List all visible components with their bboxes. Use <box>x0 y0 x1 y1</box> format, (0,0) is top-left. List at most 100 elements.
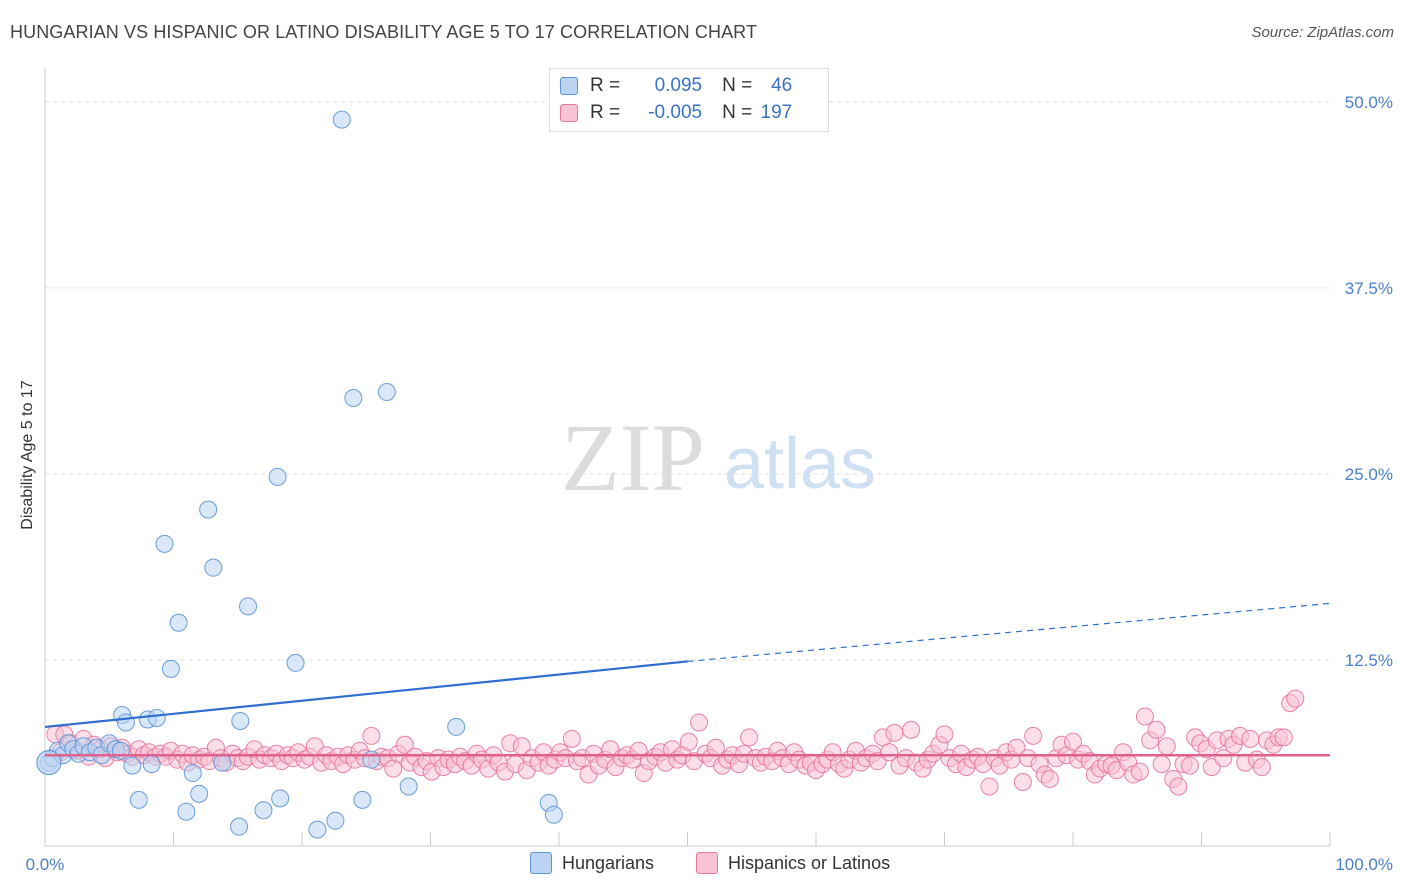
series-hispanics-points <box>46 689 1305 796</box>
hungarians-point <box>129 790 148 809</box>
y-tick-label: 37.5% <box>1345 279 1393 298</box>
hungarians-cluster-point <box>36 750 62 776</box>
hungarians-point <box>230 817 249 836</box>
hungarians-point <box>155 534 174 553</box>
legend-swatch-hispanics <box>696 852 718 874</box>
legend-r-label: R = <box>590 75 621 96</box>
legend-row-hispanics: R = -0.005 N = 197 <box>560 100 792 126</box>
hungarians-point <box>177 802 196 821</box>
hungarians-point <box>353 790 372 809</box>
y-tick-label: 12.5% <box>1345 651 1393 670</box>
legend-n-label: N = <box>722 102 753 123</box>
hungarians-point <box>344 388 363 407</box>
hungarians-point <box>204 558 223 577</box>
hispanics-point <box>1157 737 1176 756</box>
hispanics-point <box>1024 726 1043 745</box>
y-tick-label: 50.0% <box>1345 93 1393 112</box>
hungarians-point <box>183 764 202 783</box>
hungarians-point <box>308 820 327 839</box>
hispanics-point <box>1147 720 1166 739</box>
hungarians-point <box>213 753 232 772</box>
hispanics-point <box>362 726 381 745</box>
legend-label-hungarians: Hungarians <box>562 852 655 873</box>
hungarians-point <box>544 805 563 824</box>
grid-lines <box>45 101 1330 661</box>
hispanics-point <box>1152 755 1171 774</box>
legend-r-value: 0.095 <box>654 75 703 96</box>
hungarians-point <box>116 713 135 732</box>
legend-r-value: -0.005 <box>648 102 703 123</box>
hispanics-point <box>880 743 899 762</box>
legend-item-hungarians[interactable]: Hungarians <box>530 852 654 874</box>
hungarians-point <box>271 789 290 808</box>
hispanics-point <box>1013 772 1032 791</box>
series-legend: Hungarians Hispanics or Latinos <box>0 850 1406 878</box>
legend-label-hispanics: Hispanics or Latinos <box>728 852 891 873</box>
tick-labels: 12.5% 25.0% 37.5% 50.0% 0.0% 100.0% <box>26 93 1393 874</box>
hispanics-point <box>1274 728 1293 747</box>
hungarians-point <box>169 613 188 632</box>
legend-swatch-hispanics <box>560 104 578 122</box>
stats-legend: R = 0.095 N = 46 R = -0.005 N = 197 <box>549 68 829 132</box>
hungarians-point <box>231 711 250 730</box>
series-hungarians-points <box>36 110 563 839</box>
hungarians-point <box>123 756 142 775</box>
hungarians-point <box>268 467 287 486</box>
hungarians-point <box>286 653 305 672</box>
hispanics-point <box>1241 729 1260 748</box>
hispanics-point <box>690 713 709 732</box>
hispanics-point <box>1064 732 1082 751</box>
hispanics-point <box>1214 749 1233 768</box>
hispanics-point <box>1130 762 1149 781</box>
legend-row-hungarians: R = 0.095 N = 46 <box>560 73 792 99</box>
hungarians-point <box>362 750 381 769</box>
legend-swatch-hungarians <box>560 77 578 95</box>
legend-swatch-hungarians <box>530 852 552 874</box>
trend-lines <box>44 602 1331 757</box>
hispanics-point <box>980 777 999 796</box>
hungarians-trend-extension <box>687 602 1331 663</box>
hungarians-point <box>190 784 209 803</box>
legend-r-label: R = <box>590 102 621 123</box>
hispanics-point <box>885 723 904 742</box>
hungarians-point <box>399 777 418 796</box>
hungarians-point <box>147 708 166 727</box>
hungarians-point <box>111 741 130 760</box>
hispanics-point <box>902 720 921 739</box>
legend-item-hispanics[interactable]: Hispanics or Latinos <box>696 852 890 874</box>
hungarians-point <box>377 383 396 402</box>
legend-n-label: N = <box>722 75 753 96</box>
hispanics-point <box>395 735 414 754</box>
watermark-zip: ZIP <box>561 404 705 511</box>
watermark: ZIP atlas <box>561 404 876 511</box>
hispanics-point <box>562 729 581 748</box>
hungarians-point <box>199 500 218 519</box>
hispanics-point <box>1180 756 1199 775</box>
hispanics-point <box>740 728 759 747</box>
hispanics-point <box>1040 770 1059 789</box>
hispanics-point <box>935 725 954 744</box>
watermark-atlas: atlas <box>724 424 876 504</box>
hungarians-point <box>161 659 180 678</box>
hispanics-point <box>1252 758 1271 777</box>
hungarians-point <box>447 717 466 736</box>
y-tick-label: 25.0% <box>1345 465 1393 484</box>
hispanics-point <box>679 732 698 751</box>
hungarians-point <box>332 110 351 129</box>
hispanics-point <box>1286 689 1305 708</box>
axes <box>44 68 1331 847</box>
hispanics-point <box>1135 707 1154 726</box>
legend-n-value: 46 <box>771 75 793 96</box>
hungarians-point <box>239 597 258 616</box>
x-tick-label-max: 100.0% <box>1335 855 1393 874</box>
hungarians-point <box>142 755 161 774</box>
hungarians-trend-line <box>44 660 688 729</box>
hungarians-point <box>326 811 345 830</box>
chart-title: HUNGARIAN VS HISPANIC OR LATINO DISABILI… <box>10 22 758 42</box>
hispanics-point <box>1169 777 1188 796</box>
x-tick-label-min: 0.0% <box>26 855 65 874</box>
chart-source: Source: ZipAtlas.com <box>1251 24 1394 41</box>
legend-n-value: 197 <box>760 102 793 123</box>
hungarians-point <box>254 801 273 820</box>
